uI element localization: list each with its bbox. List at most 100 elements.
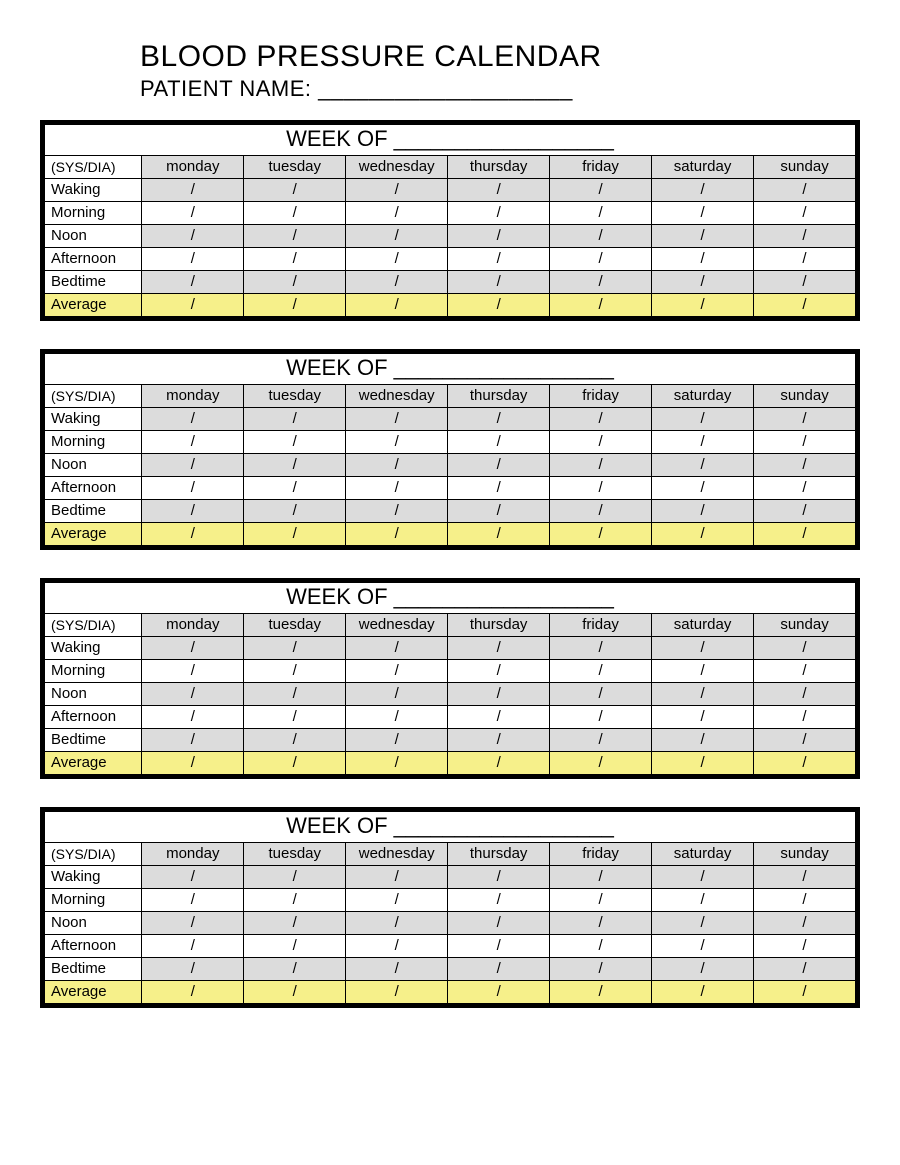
day-header: tuesday	[244, 843, 346, 866]
average-label: Average	[45, 523, 142, 546]
average-cell: /	[754, 523, 856, 546]
bp-cell: /	[244, 866, 346, 889]
bp-cell: /	[754, 729, 856, 752]
bp-cell: /	[142, 179, 244, 202]
bp-cell: /	[244, 225, 346, 248]
week-block: WEEK OF __________________(SYS/DIA)monda…	[40, 578, 860, 779]
bp-cell: /	[550, 477, 652, 500]
day-header: sunday	[754, 843, 856, 866]
week-table: WEEK OF __________________(SYS/DIA)monda…	[44, 582, 856, 775]
bp-cell: /	[244, 431, 346, 454]
average-cell: /	[754, 752, 856, 775]
row-label: Afternoon	[45, 248, 142, 271]
bp-cell: /	[448, 866, 550, 889]
average-cell: /	[346, 981, 448, 1004]
bp-cell: /	[142, 912, 244, 935]
bp-cell: /	[244, 408, 346, 431]
bp-cell: /	[754, 660, 856, 683]
bp-cell: /	[244, 683, 346, 706]
day-header: friday	[550, 843, 652, 866]
day-header: thursday	[448, 385, 550, 408]
row-label: Bedtime	[45, 958, 142, 981]
bp-cell: /	[244, 660, 346, 683]
day-header: sunday	[754, 156, 856, 179]
bp-cell: /	[550, 889, 652, 912]
bp-cell: /	[448, 500, 550, 523]
average-cell: /	[142, 981, 244, 1004]
average-cell: /	[142, 523, 244, 546]
bp-cell: /	[550, 179, 652, 202]
bp-cell: /	[652, 683, 754, 706]
bp-cell: /	[448, 912, 550, 935]
patient-name-line: PATIENT NAME: ____________________	[140, 76, 860, 102]
bp-cell: /	[244, 248, 346, 271]
bp-cell: /	[550, 202, 652, 225]
day-header: friday	[550, 614, 652, 637]
bp-cell: /	[244, 958, 346, 981]
row-label: Bedtime	[45, 271, 142, 294]
day-header: thursday	[448, 843, 550, 866]
day-header: sunday	[754, 614, 856, 637]
bp-cell: /	[448, 271, 550, 294]
week-block: WEEK OF __________________(SYS/DIA)monda…	[40, 349, 860, 550]
bp-cell: /	[142, 225, 244, 248]
bp-cell: /	[652, 225, 754, 248]
bp-cell: /	[346, 958, 448, 981]
row-label: Bedtime	[45, 729, 142, 752]
bp-cell: /	[142, 248, 244, 271]
bp-cell: /	[244, 935, 346, 958]
average-label: Average	[45, 294, 142, 317]
bp-cell: /	[142, 477, 244, 500]
bp-cell: /	[244, 889, 346, 912]
corner-label: (SYS/DIA)	[45, 843, 142, 866]
bp-cell: /	[142, 889, 244, 912]
average-cell: /	[754, 981, 856, 1004]
bp-cell: /	[652, 271, 754, 294]
bp-cell: /	[142, 637, 244, 660]
average-cell: /	[244, 981, 346, 1004]
bp-cell: /	[652, 866, 754, 889]
bp-cell: /	[448, 958, 550, 981]
bp-cell: /	[550, 637, 652, 660]
bp-cell: /	[346, 729, 448, 752]
bp-cell: /	[754, 408, 856, 431]
day-header: friday	[550, 156, 652, 179]
bp-cell: /	[142, 706, 244, 729]
bp-cell: /	[550, 683, 652, 706]
bp-cell: /	[142, 408, 244, 431]
bp-cell: /	[142, 729, 244, 752]
average-cell: /	[550, 752, 652, 775]
day-header: monday	[142, 156, 244, 179]
bp-cell: /	[652, 477, 754, 500]
bp-cell: /	[346, 683, 448, 706]
bp-cell: /	[754, 935, 856, 958]
week-table: WEEK OF __________________(SYS/DIA)monda…	[44, 124, 856, 317]
bp-cell: /	[142, 271, 244, 294]
bp-cell: /	[448, 706, 550, 729]
average-cell: /	[346, 523, 448, 546]
bp-cell: /	[346, 866, 448, 889]
average-label: Average	[45, 981, 142, 1004]
bp-cell: /	[346, 637, 448, 660]
bp-cell: /	[550, 271, 652, 294]
page-title: BLOOD PRESSURE CALENDAR	[140, 40, 860, 74]
average-cell: /	[550, 294, 652, 317]
bp-cell: /	[346, 248, 448, 271]
day-header: sunday	[754, 385, 856, 408]
row-label: Noon	[45, 454, 142, 477]
day-header: wednesday	[346, 156, 448, 179]
bp-cell: /	[346, 889, 448, 912]
bp-cell: /	[754, 271, 856, 294]
row-label: Afternoon	[45, 477, 142, 500]
bp-cell: /	[142, 866, 244, 889]
bp-cell: /	[142, 202, 244, 225]
day-header: monday	[142, 843, 244, 866]
day-header: thursday	[448, 614, 550, 637]
bp-cell: /	[448, 248, 550, 271]
average-cell: /	[346, 752, 448, 775]
bp-cell: /	[448, 202, 550, 225]
day-header: saturday	[652, 385, 754, 408]
average-cell: /	[244, 523, 346, 546]
day-header: wednesday	[346, 385, 448, 408]
bp-cell: /	[652, 912, 754, 935]
